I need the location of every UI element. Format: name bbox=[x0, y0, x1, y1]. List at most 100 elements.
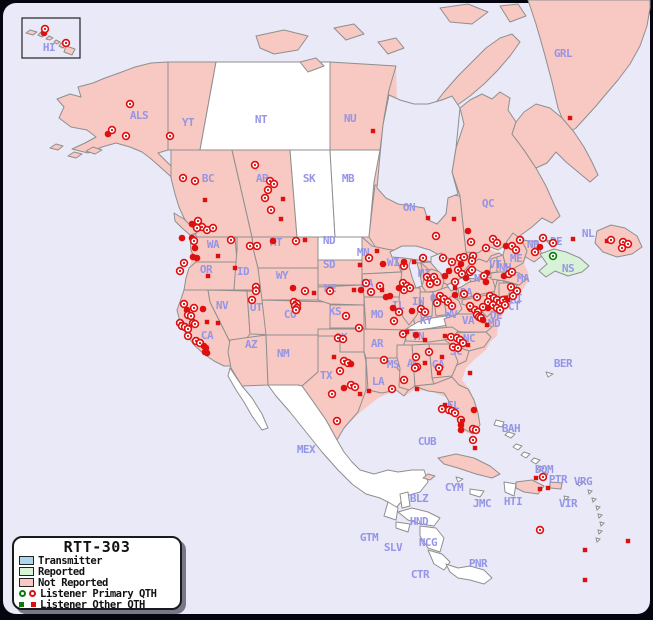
region-HND bbox=[397, 507, 441, 527]
region-label-CYM: CYM bbox=[445, 481, 464, 494]
listener-other-qth-marker bbox=[567, 115, 573, 121]
region-VRG bbox=[577, 481, 584, 487]
region-label-SK: SK bbox=[303, 172, 316, 185]
marker-center-dot bbox=[248, 244, 252, 248]
listener-other-qth-marker bbox=[357, 262, 363, 268]
antilles-island bbox=[587, 489, 593, 495]
region-label-BER: BER bbox=[554, 357, 573, 370]
listener-qth-dot-marker bbox=[445, 267, 453, 275]
listener-other-qth-marker bbox=[205, 273, 211, 279]
marker-center-dot bbox=[541, 236, 545, 240]
marker-center-dot bbox=[64, 41, 68, 45]
marker-center-dot bbox=[43, 27, 47, 31]
region-ALS bbox=[67, 151, 83, 159]
marker-center-dot bbox=[626, 242, 630, 246]
marker-center-dot bbox=[413, 366, 417, 370]
listener-other-qth-marker bbox=[357, 391, 363, 397]
marker-center-dot bbox=[419, 307, 423, 311]
region-ALS bbox=[49, 143, 64, 151]
region-label-HI: HI bbox=[43, 41, 55, 54]
region-BAH bbox=[512, 443, 523, 451]
antilles-island bbox=[595, 537, 601, 543]
antilles-island bbox=[595, 505, 601, 511]
marker-center-dot bbox=[481, 305, 485, 309]
marker-center-dot bbox=[486, 300, 490, 304]
marker-center-dot bbox=[442, 297, 446, 301]
region-label-TX: TX bbox=[320, 369, 333, 382]
marker-center-dot bbox=[469, 240, 473, 244]
marker-center-dot bbox=[620, 246, 624, 250]
red-square-icon bbox=[31, 602, 36, 607]
marker-center-dot bbox=[124, 134, 128, 138]
listener-other-qth-marker bbox=[533, 475, 539, 481]
region-NT bbox=[199, 61, 331, 151]
region-label-ID: ID bbox=[237, 265, 250, 278]
marker-center-dot bbox=[432, 275, 436, 279]
hawaii-inset-box bbox=[21, 17, 81, 59]
listener-qth-dot-marker bbox=[289, 284, 297, 292]
listener-other-qth-marker bbox=[351, 287, 357, 293]
marker-center-dot bbox=[446, 300, 450, 304]
region-NL bbox=[511, 103, 599, 183]
region-label-CT: CT bbox=[508, 300, 521, 313]
marker-center-dot bbox=[401, 281, 405, 285]
marker-center-dot bbox=[438, 294, 442, 298]
region-label-PTR: PTR bbox=[549, 473, 568, 486]
marker-center-dot bbox=[451, 345, 455, 349]
marker-center-dot bbox=[269, 208, 273, 212]
marker-center-dot bbox=[266, 188, 270, 192]
marker-center-dot bbox=[364, 281, 368, 285]
region-CUB bbox=[422, 473, 436, 481]
region-label-VIR: VIR bbox=[559, 497, 578, 510]
region-label-YT: YT bbox=[182, 116, 195, 129]
region-label-IN: IN bbox=[412, 295, 424, 308]
listener-qth-dot-marker bbox=[269, 237, 277, 245]
region-PNR bbox=[445, 563, 493, 585]
listener-other-qth-marker bbox=[331, 354, 337, 360]
region-BAH bbox=[520, 451, 531, 459]
listener-other-qth-marker bbox=[570, 236, 576, 242]
marker-center-dot bbox=[538, 528, 542, 532]
listener-qth-dot-marker bbox=[379, 260, 387, 268]
listener-other-qth-marker bbox=[278, 216, 284, 222]
region-HI bbox=[25, 29, 38, 36]
listener-other-qth-marker bbox=[411, 259, 417, 265]
marker-center-dot bbox=[408, 286, 412, 290]
listener-other-qth-marker bbox=[582, 577, 588, 583]
marker-center-dot bbox=[192, 239, 196, 243]
region-label-NM: NM bbox=[277, 347, 290, 360]
listener-other-qth-marker bbox=[467, 370, 473, 376]
region-label-NCG: NCG bbox=[419, 536, 438, 549]
marker-center-dot bbox=[294, 239, 298, 243]
marker-center-dot bbox=[378, 284, 382, 288]
marker-center-dot bbox=[510, 244, 514, 248]
marker-center-dot bbox=[421, 256, 425, 260]
marker-center-dot bbox=[328, 289, 332, 293]
marker-center-dot bbox=[482, 274, 486, 278]
marker-center-dot bbox=[414, 355, 418, 359]
region-NU bbox=[377, 37, 405, 55]
listener-qth-dot-marker bbox=[199, 305, 207, 313]
region-label-MB: MB bbox=[342, 172, 355, 185]
primary-qth-icons bbox=[19, 590, 36, 597]
marker-center-dot bbox=[196, 219, 200, 223]
listener-other-qth-marker bbox=[302, 237, 308, 243]
marker-center-dot bbox=[110, 128, 114, 132]
marker-center-dot bbox=[435, 280, 439, 284]
listener-other-qth-marker bbox=[370, 128, 376, 134]
marker-center-dot bbox=[434, 234, 438, 238]
marker-center-dot bbox=[551, 254, 555, 258]
marker-center-dot bbox=[551, 241, 555, 245]
legend-item-other-qth: Listener Other QTH bbox=[14, 599, 180, 611]
listener-qth-dot-marker bbox=[389, 304, 397, 312]
region-label-NS: NS bbox=[562, 262, 574, 275]
marker-center-dot bbox=[498, 308, 502, 312]
marker-center-dot bbox=[621, 240, 625, 244]
marker-center-dot bbox=[456, 268, 460, 272]
marker-center-dot bbox=[195, 226, 199, 230]
marker-center-dot bbox=[402, 288, 406, 292]
region-label-VRG: VRG bbox=[574, 475, 593, 488]
marker-center-dot bbox=[471, 254, 475, 258]
listener-other-qth-marker bbox=[422, 360, 428, 366]
listener-other-qth-marker bbox=[442, 333, 448, 339]
